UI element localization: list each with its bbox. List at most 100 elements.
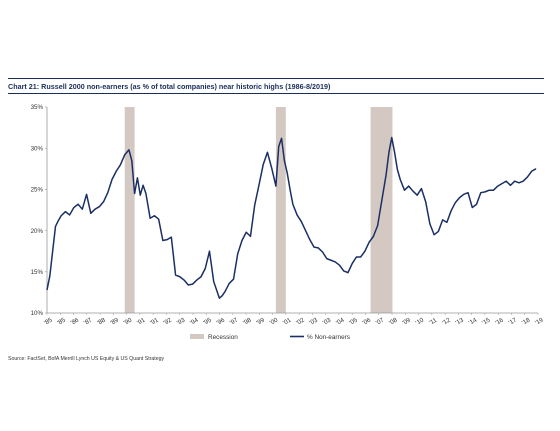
- data-point: [372, 235, 374, 237]
- data-point: [313, 246, 315, 248]
- data-point: [124, 154, 126, 156]
- data-point: [493, 189, 494, 191]
- data-point: [459, 197, 460, 199]
- x-tick-label: '03: [308, 316, 319, 326]
- data-point: [343, 270, 345, 272]
- data-point: [158, 218, 160, 220]
- data-point: [425, 201, 427, 203]
- data-point: [55, 226, 56, 227]
- y-tick-label: 20%: [31, 228, 44, 235]
- data-point: [98, 206, 100, 208]
- recession-bands: [124, 107, 393, 313]
- x-tick-label: '03: [322, 316, 333, 326]
- data-point: [531, 170, 533, 172]
- legend-recession-label: Recession: [208, 334, 238, 341]
- legend-series-label: % Non-earners: [307, 334, 350, 341]
- data-point: [221, 295, 223, 297]
- y-tick-labels: 10% 15% 20% 25% 30% 35%: [31, 104, 47, 317]
- data-point: [73, 207, 75, 208]
- x-tick-label: '08: [388, 316, 399, 326]
- x-tick-label: '16: [494, 316, 505, 326]
- x-tick-label: '00: [269, 316, 280, 326]
- data-point: [134, 193, 136, 194]
- legend: Recession % Non-earners: [190, 334, 350, 341]
- x-tick-label: '01: [282, 316, 293, 326]
- data-point: [286, 172, 288, 174]
- data-point: [388, 151, 390, 153]
- x-tick-label: '13: [454, 316, 465, 326]
- x-tick-label: '91: [136, 316, 147, 326]
- data-point: [166, 239, 168, 241]
- data-point: [467, 192, 469, 194]
- data-point: [527, 176, 528, 178]
- data-point: [334, 261, 336, 263]
- data-point: [488, 189, 490, 191]
- data-point: [292, 203, 294, 205]
- x-tick-label: '86: [70, 316, 81, 326]
- data-point: [131, 160, 133, 161]
- data-point: [192, 283, 193, 285]
- data-point: [245, 231, 247, 233]
- data-point: [153, 215, 155, 217]
- data-point: [262, 164, 264, 166]
- x-tick-label: '15: [481, 316, 492, 326]
- data-point: [283, 160, 285, 161]
- data-point: [510, 184, 511, 186]
- data-point: [501, 183, 503, 185]
- data-point: [57, 220, 59, 222]
- data-point: [224, 291, 226, 292]
- data-point: [69, 214, 71, 216]
- data-point: [278, 146, 280, 147]
- x-tick-label: '19: [534, 316, 545, 326]
- x-tick-label: '96: [216, 316, 227, 326]
- data-point: [309, 239, 311, 241]
- data-point: [429, 223, 431, 225]
- x-tick-label: '91: [149, 316, 160, 326]
- data-point: [356, 256, 357, 258]
- data-point: [339, 264, 340, 266]
- x-tick-label: '14: [468, 316, 479, 326]
- x-tick-label: '98: [242, 316, 253, 326]
- data-point: [267, 151, 268, 153]
- data-point: [128, 149, 130, 151]
- data-point: [200, 276, 202, 278]
- data-point: [514, 180, 516, 182]
- data-point: [237, 253, 239, 255]
- data-point: [360, 256, 362, 258]
- data-point: [394, 151, 395, 153]
- data-point: [187, 284, 189, 286]
- data-point: [81, 208, 83, 210]
- data-point: [46, 289, 48, 291]
- data-point: [497, 185, 499, 187]
- data-point: [60, 215, 62, 217]
- x-tick-label: '88: [96, 316, 107, 326]
- data-point: [233, 278, 234, 280]
- data-point: [228, 282, 230, 284]
- data-point: [416, 194, 418, 196]
- data-point: [49, 275, 51, 277]
- data-point: [289, 189, 291, 190]
- x-tick-labels: '85'85'86'87'88'89'90'91'91'92'93'94'95 '…: [43, 313, 545, 327]
- data-point: [258, 184, 260, 186]
- title-rule-bottom: [8, 93, 544, 94]
- data-point: [103, 201, 104, 203]
- data-point: [433, 234, 435, 236]
- data-point: [271, 167, 273, 169]
- data-point: [213, 281, 215, 283]
- data-point: [162, 240, 164, 241]
- data-point: [204, 268, 206, 269]
- data-point: [137, 177, 138, 179]
- data-point: [463, 193, 465, 195]
- data-point: [446, 221, 448, 223]
- data-point: [90, 212, 92, 214]
- data-point: [52, 250, 54, 252]
- x-tick-label: '97: [229, 316, 240, 326]
- x-tick-label: '89: [109, 316, 120, 326]
- data-point: [522, 180, 524, 182]
- y-tick-label: 10%: [31, 310, 44, 317]
- data-point: [250, 235, 251, 237]
- data-point: [296, 214, 298, 216]
- data-point: [535, 168, 537, 170]
- x-tick-label: '07: [375, 316, 386, 326]
